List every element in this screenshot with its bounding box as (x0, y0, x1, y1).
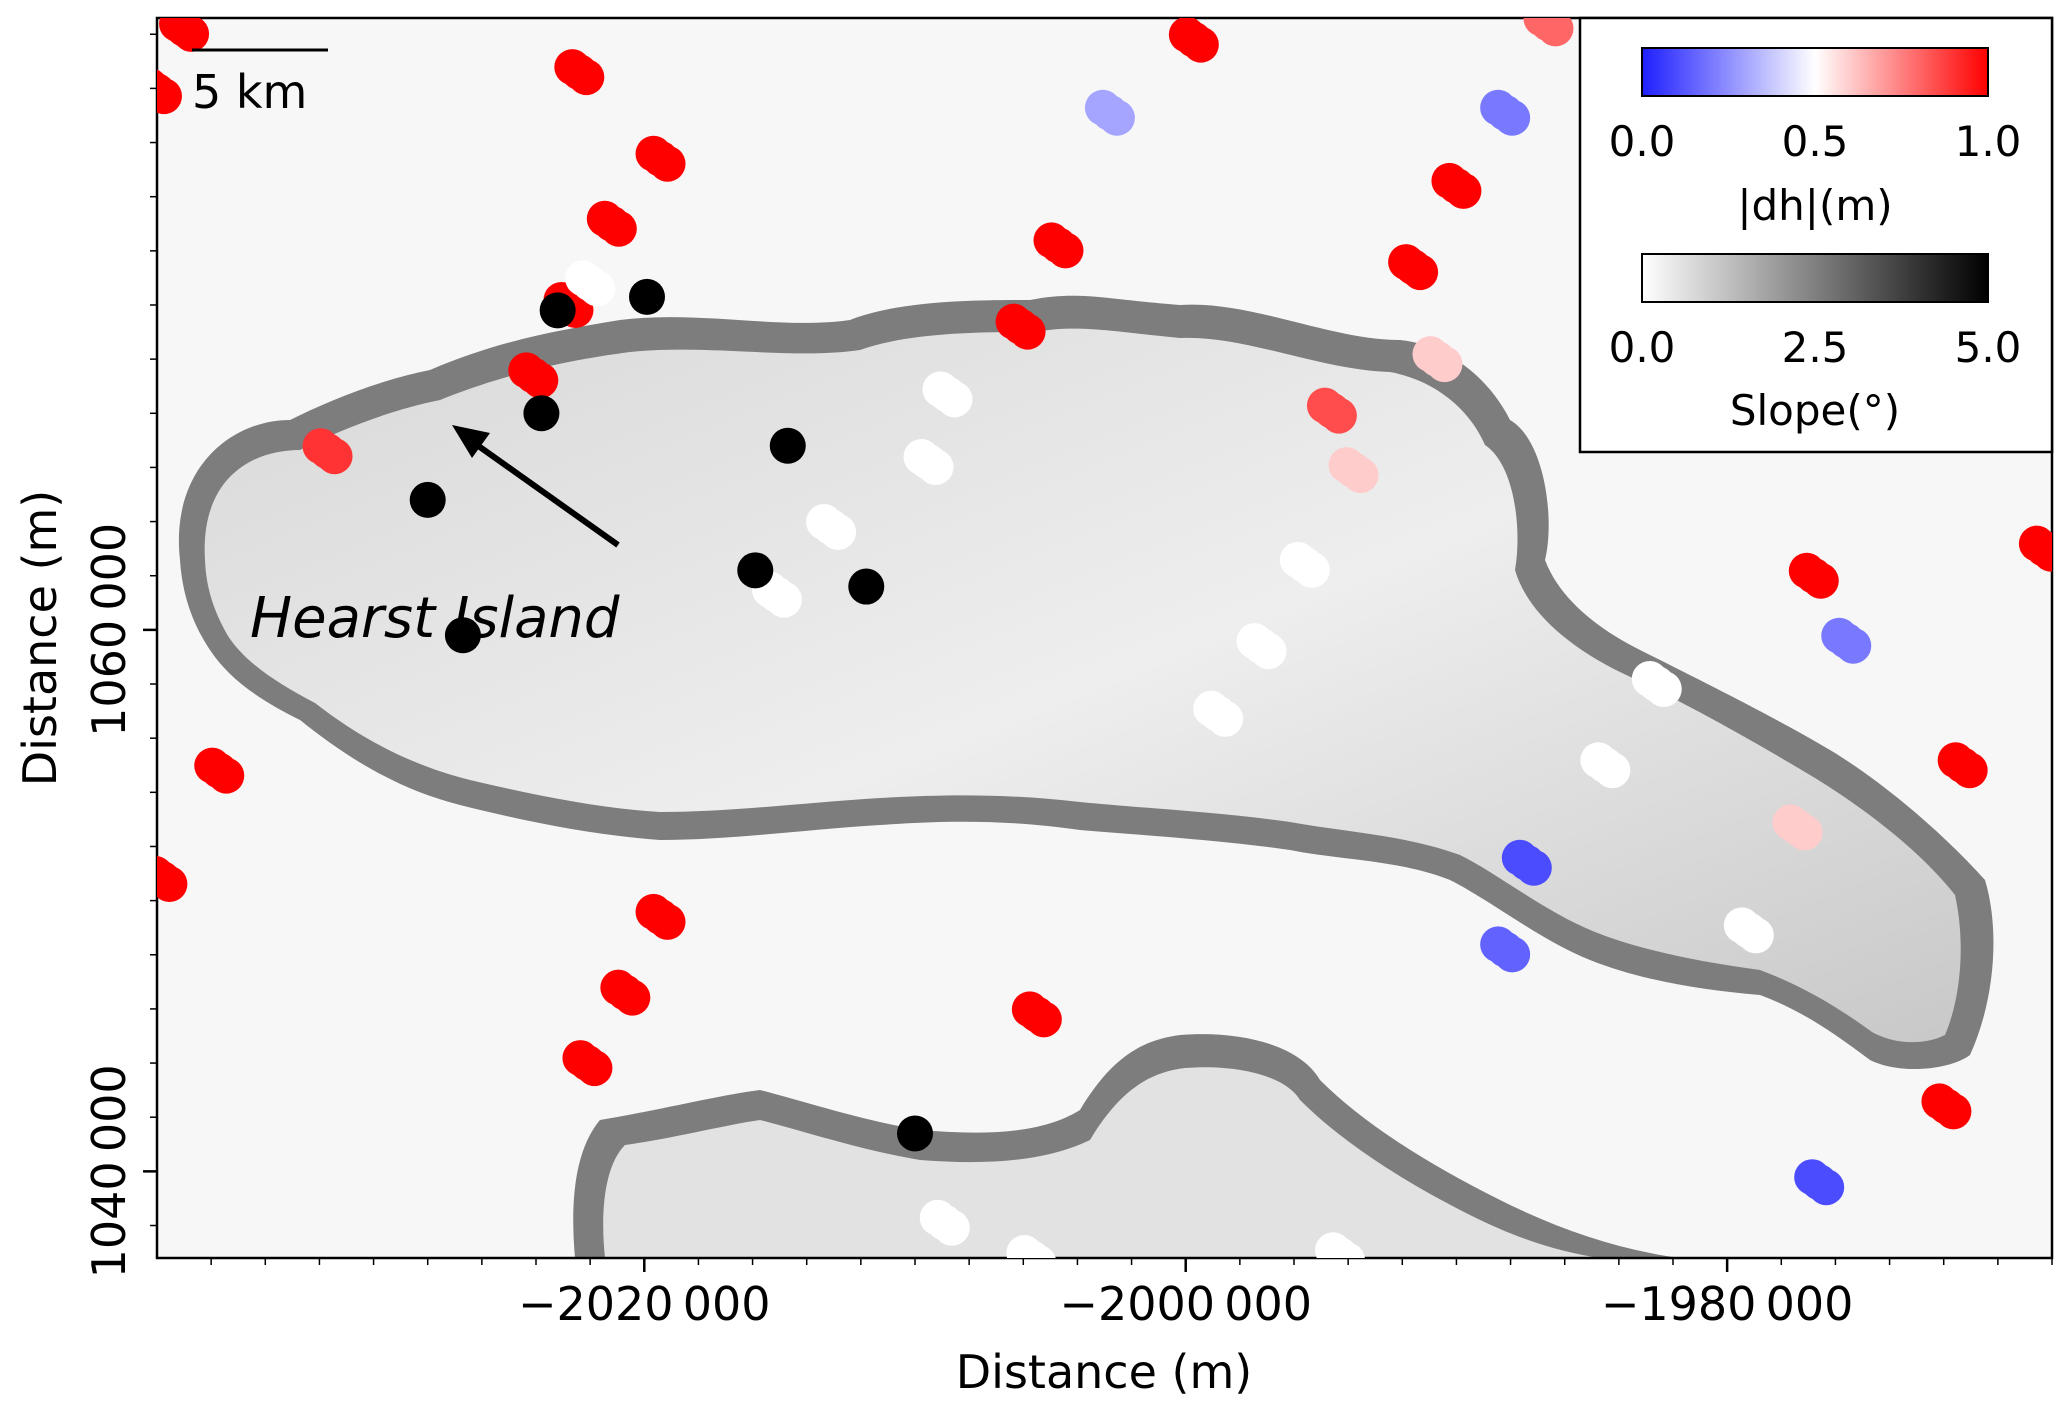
data-point (933, 1209, 970, 1246)
data-point (1737, 917, 1774, 954)
data-point (316, 438, 353, 475)
data-point (1515, 849, 1552, 886)
colorbar-dh-label: |dh|(m) (1737, 181, 1892, 230)
plot-frame (155, 16, 2054, 1260)
scalebar-label: 5 km (192, 65, 307, 119)
data-point (848, 568, 885, 605)
colorbar-dh-tick-1: 0.5 (1782, 117, 1849, 166)
annotation-arrow-shaft (468, 437, 620, 548)
data-point (649, 145, 686, 182)
data-point (765, 581, 802, 618)
colorbar-dh-tick-0: 0.0 (1609, 117, 1676, 166)
data-point (1021, 1245, 1056, 1258)
data-point (444, 617, 481, 654)
data-point (1098, 99, 1135, 136)
data-point (1494, 936, 1531, 973)
y-axis: 1040 000 1060 000 (82, 33, 157, 1278)
data-point (523, 395, 560, 432)
data-point (1935, 1093, 1972, 1130)
data-point (1951, 752, 1988, 789)
x-tick-label: −1980 000 (1601, 1277, 1854, 1331)
x-axis-label: Distance (m) (956, 1345, 1252, 1399)
data-point (1047, 232, 1084, 269)
colorbar-legend: 0.0 0.5 1.0 |dh|(m) 0.0 2.5 5.0 Slope(°) (1578, 16, 2054, 454)
data-point (568, 59, 605, 96)
data-point (1537, 18, 1574, 47)
lower-island-interior (603, 1067, 1600, 1258)
colorbar-slope-tick-2: 5.0 (1955, 323, 2022, 372)
colorbar-dh (1641, 47, 1989, 97)
data-point (769, 427, 806, 464)
colorbar-dh-tick-2: 1.0 (1955, 117, 2022, 166)
data-point (649, 903, 686, 940)
data-point (1207, 700, 1244, 737)
data-point (1402, 254, 1439, 291)
x-tick-label: −2000 000 (1059, 1277, 1312, 1331)
x-axis: −2020 000 −2000 000 −1980 000 (210, 1258, 2053, 1331)
data-point (579, 270, 616, 307)
data-point (917, 449, 954, 486)
data-point (1320, 397, 1357, 434)
data-point (1009, 313, 1046, 350)
data-point (1594, 752, 1631, 789)
data-point (1250, 633, 1287, 670)
y-axis-label: Distance (m) (13, 490, 67, 786)
data-point (1802, 562, 1839, 599)
y-tick-label: 1060 000 (82, 523, 136, 737)
colorbar-slope (1641, 253, 1989, 303)
x-tick-label: −2020 000 (518, 1277, 771, 1331)
data-point (1025, 1001, 1062, 1038)
data-point (1786, 814, 1823, 851)
data-point (522, 362, 559, 399)
data-points-layer (157, 18, 2052, 1258)
data-point (628, 278, 665, 315)
data-point (1645, 671, 1682, 708)
data-point (1329, 1242, 1365, 1258)
data-point (409, 481, 446, 518)
colorbar-slope-tick-0: 0.0 (1609, 323, 1676, 372)
colorbar-slope-tick-1: 2.5 (1782, 323, 1849, 372)
data-point (820, 513, 857, 550)
data-point (208, 757, 245, 794)
data-point (1445, 172, 1482, 209)
data-point (1808, 1169, 1845, 1206)
data-point (576, 1050, 613, 1087)
data-point (157, 865, 188, 902)
data-point (614, 979, 651, 1016)
annotation-hearst-island: Hearst Island (250, 586, 620, 651)
data-point (600, 210, 637, 247)
data-point (1835, 627, 1872, 664)
data-point (1426, 346, 1463, 383)
data-point (2032, 535, 2052, 572)
data-point (1293, 551, 1330, 588)
annotation-arrow-head (452, 425, 490, 458)
y-tick-label: 1040 000 (82, 1064, 136, 1278)
data-point (539, 292, 576, 329)
data-point (1342, 457, 1379, 494)
data-point (897, 1115, 933, 1152)
data-point (1494, 99, 1531, 136)
colorbar-slope-label: Slope(°) (1730, 386, 1900, 435)
data-point (737, 552, 774, 589)
data-point (936, 381, 973, 418)
data-point (173, 18, 210, 52)
data-point (1182, 26, 1219, 63)
data-point (157, 78, 182, 115)
